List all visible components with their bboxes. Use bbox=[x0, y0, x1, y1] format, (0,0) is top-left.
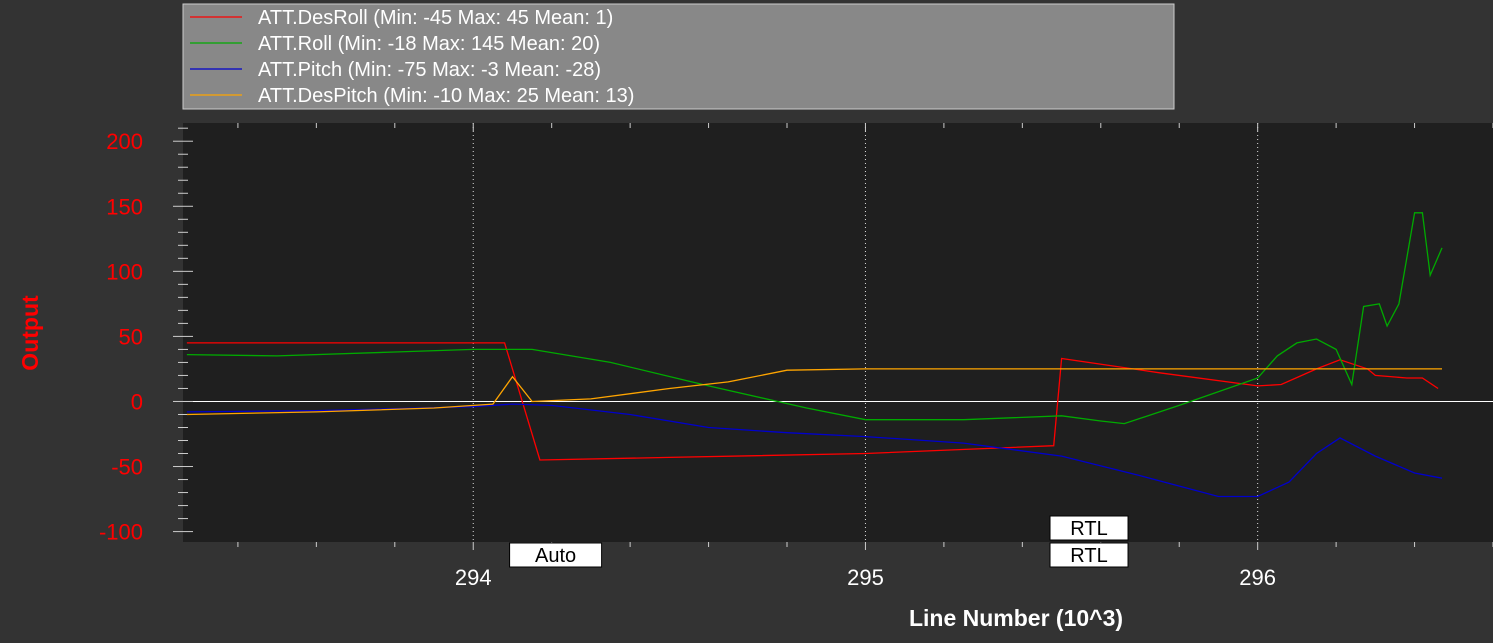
mode-annotation-box bbox=[1049, 542, 1129, 568]
y-axis-title: Output bbox=[17, 295, 43, 371]
y-tick-label: -50 bbox=[111, 455, 143, 480]
y-tick-label: 200 bbox=[106, 129, 143, 154]
y-tick-label: 150 bbox=[106, 194, 143, 219]
y-tick-label: 0 bbox=[131, 389, 143, 414]
legend-label: ATT.DesRoll (Min: -45 Max: 45 Mean: 1) bbox=[258, 7, 613, 29]
series-line bbox=[186, 403, 1443, 498]
legend-label: ATT.DesPitch (Min: -10 Max: 25 Mean: 13) bbox=[258, 85, 634, 107]
legend: ATT.DesRoll (Min: -45 Max: 45 Mean: 1) AT… bbox=[182, 3, 1175, 110]
y-tick-label: 50 bbox=[119, 324, 143, 349]
mode-annotation-label: RTL bbox=[1070, 545, 1107, 567]
ticks: -100 -50 0 50 100 150 200 294 295 296 bbox=[99, 123, 1493, 590]
mode-annotations: Auto RTL RTL bbox=[509, 515, 1129, 568]
mode-annotation-label: Auto bbox=[535, 545, 576, 567]
legend-label: ATT.Roll (Min: -18 Max: 145 Mean: 20) bbox=[258, 33, 600, 55]
plot-area bbox=[183, 123, 1493, 542]
series-line bbox=[186, 342, 1439, 461]
series-line bbox=[186, 212, 1443, 425]
x-tick-label: 294 bbox=[455, 565, 492, 590]
y-tick-label: -100 bbox=[99, 520, 143, 545]
series-lines bbox=[186, 212, 1443, 498]
grid bbox=[183, 123, 1493, 542]
legend-label: ATT.Pitch (Min: -75 Max: -3 Mean: -28) bbox=[258, 59, 601, 81]
y-tick-label: 100 bbox=[106, 259, 143, 284]
x-axis-title: Line Number (10^3) bbox=[909, 605, 1123, 631]
x-tick-label: 295 bbox=[847, 565, 884, 590]
series-line bbox=[186, 368, 1442, 416]
mode-annotation-label: RTL bbox=[1070, 518, 1107, 540]
mode-annotation-box bbox=[509, 542, 603, 568]
mode-annotation-box bbox=[1049, 515, 1129, 541]
x-tick-label: 296 bbox=[1239, 565, 1276, 590]
legend-box bbox=[182, 3, 1175, 110]
